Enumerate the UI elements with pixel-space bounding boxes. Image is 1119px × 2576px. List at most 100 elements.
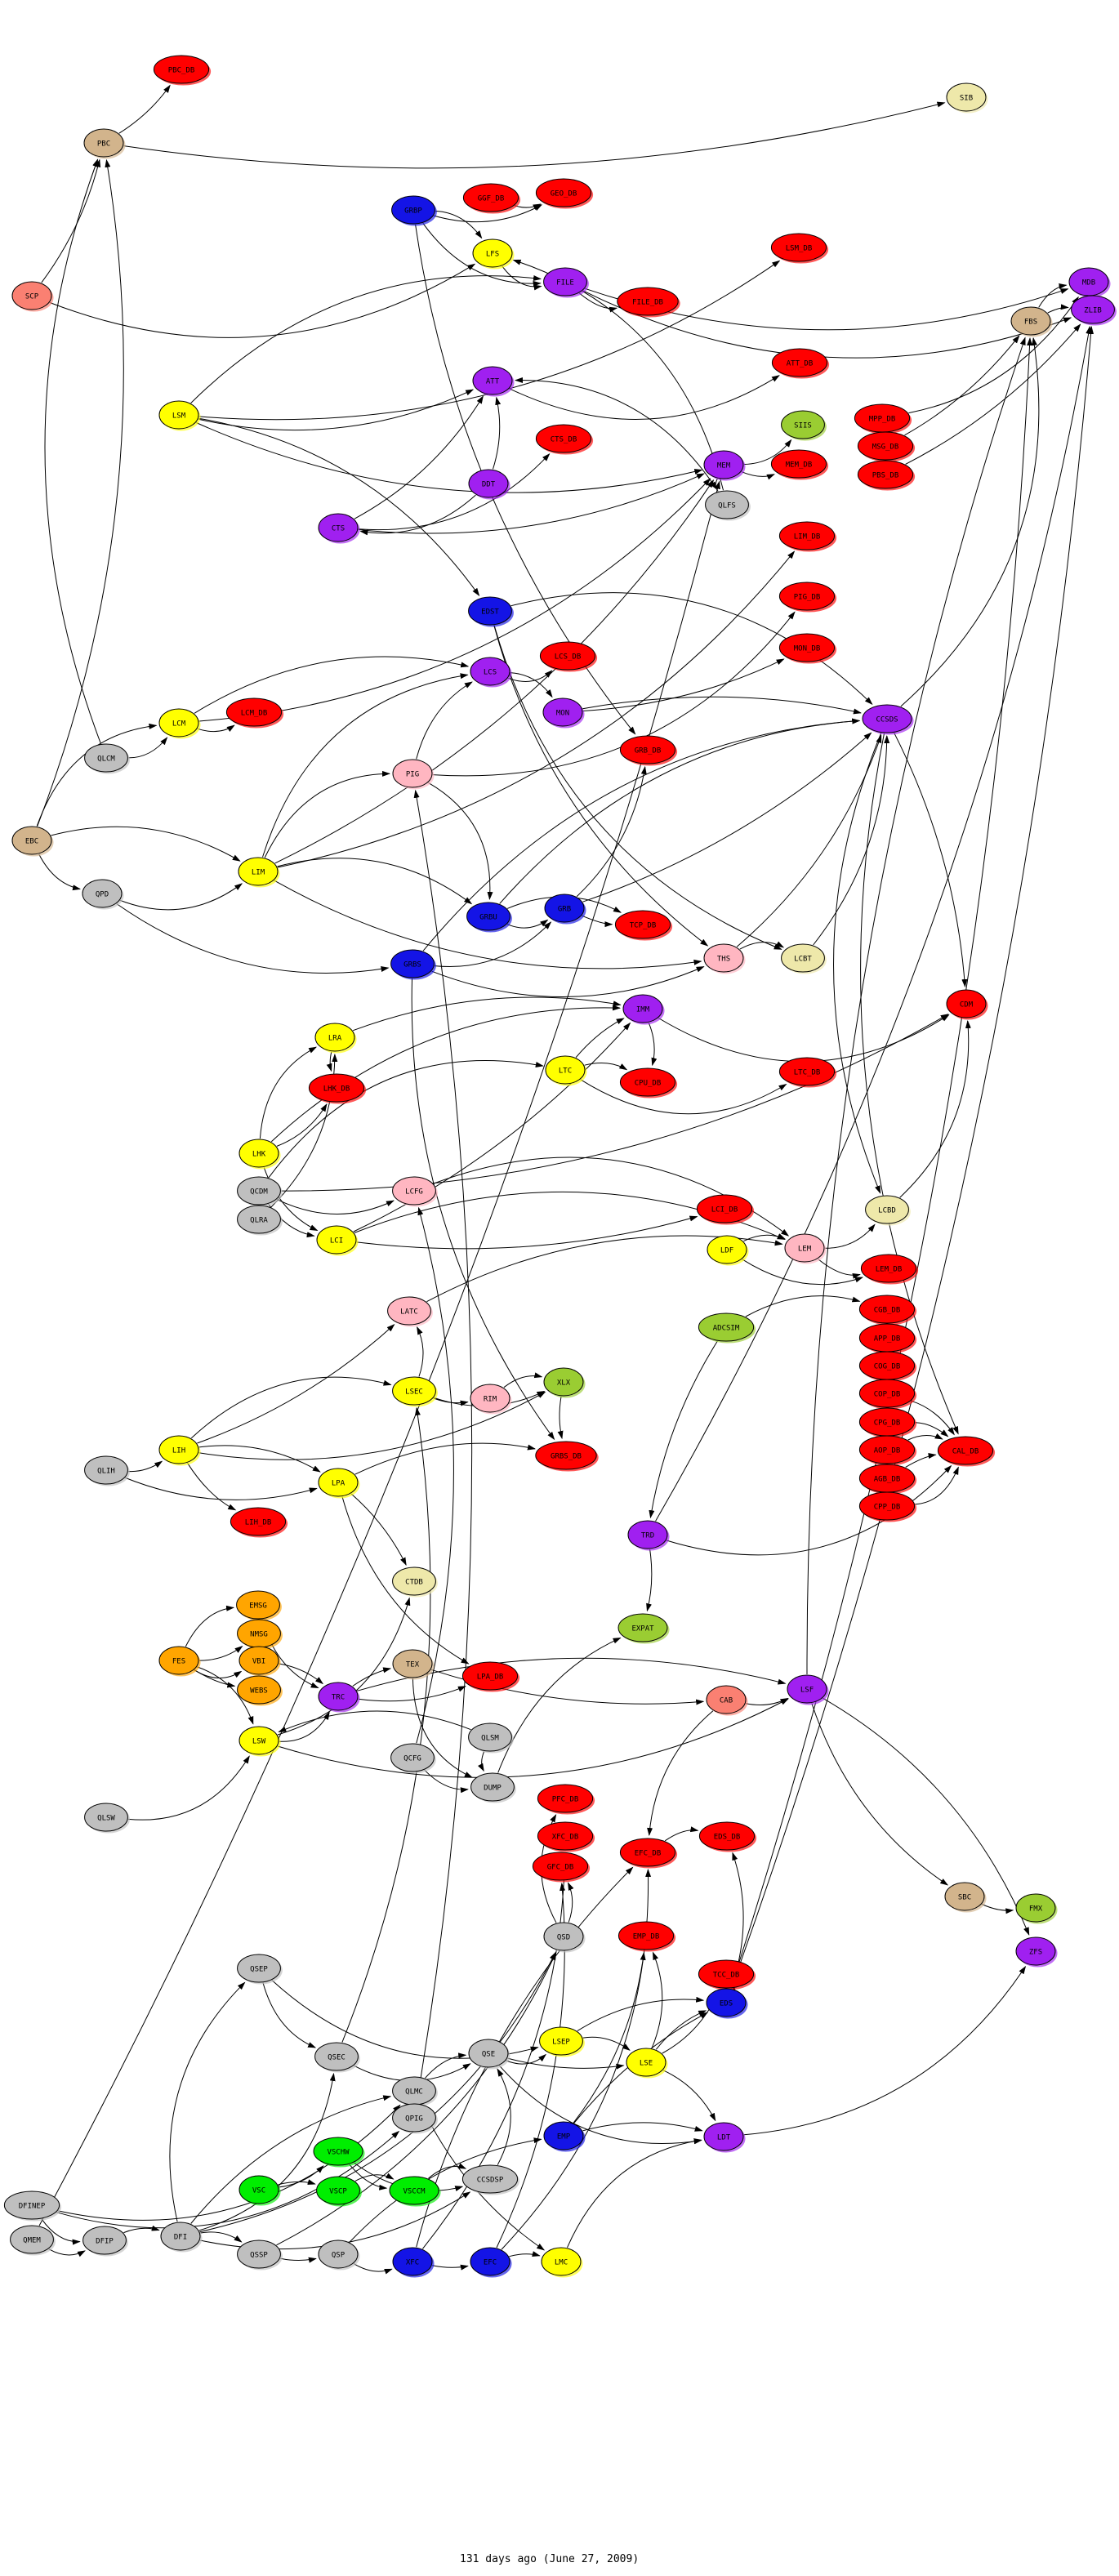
node-ellipse[interactable]: [316, 1225, 357, 1255]
node-ellipse[interactable]: [865, 1195, 909, 1224]
node-TEX[interactable]: TEX: [392, 1649, 435, 1680]
node-CAB[interactable]: CAB: [706, 1685, 748, 1716]
node-ZFS[interactable]: ZFS: [1015, 1936, 1058, 1968]
node-LATC[interactable]: LATC: [387, 1296, 433, 1327]
node-ellipse[interactable]: [858, 1379, 916, 1408]
node-LTC_DB[interactable]: LTC_DB: [778, 1057, 837, 1088]
node-LHK_DB[interactable]: LHK_DB: [308, 1073, 367, 1104]
node-ellipse[interactable]: [858, 1435, 916, 1464]
node-ellipse[interactable]: [617, 1613, 668, 1642]
node-IMM[interactable]: IMM: [622, 994, 665, 1025]
node-ellipse[interactable]: [706, 1685, 747, 1714]
node-PFC_DB[interactable]: PFC_DB: [537, 1784, 595, 1815]
node-LSM_DB[interactable]: LSM_DB: [770, 233, 829, 264]
node-LCFG[interactable]: LCFG: [392, 1176, 438, 1207]
node-ellipse[interactable]: [946, 989, 987, 1018]
node-ellipse[interactable]: [11, 281, 52, 310]
node-ellipse[interactable]: [11, 826, 52, 855]
node-ellipse[interactable]: [857, 460, 914, 489]
node-QCFG[interactable]: QCFG: [390, 1743, 436, 1774]
node-ellipse[interactable]: [543, 2121, 584, 2150]
node-ellipse[interactable]: [771, 348, 828, 377]
node-ellipse[interactable]: [392, 1649, 433, 1678]
node-QCDM[interactable]: QCDM: [237, 1176, 283, 1207]
node-VSC[interactable]: VSC: [239, 2175, 281, 2206]
node-XLX[interactable]: XLX: [543, 1367, 586, 1398]
node-ATT_DB[interactable]: ATT_DB: [771, 348, 830, 379]
node-GFC_DB[interactable]: GFC_DB: [532, 1852, 591, 1883]
node-PIG[interactable]: PIG: [392, 759, 435, 790]
node-ellipse[interactable]: [784, 1233, 825, 1263]
node-EFC[interactable]: EFC: [470, 2247, 512, 2278]
node-GRBU[interactable]: GRBU: [466, 902, 512, 933]
node-ellipse[interactable]: [390, 949, 435, 978]
node-FES[interactable]: FES: [158, 1646, 201, 1677]
node-EDS_DB[interactable]: EDS_DB: [698, 1821, 757, 1852]
node-ellipse[interactable]: [944, 1882, 985, 1911]
node-CDM[interactable]: CDM: [946, 989, 988, 1020]
node-LRA[interactable]: LRA: [314, 1023, 357, 1054]
node-ellipse[interactable]: [543, 267, 587, 296]
node-ellipse[interactable]: [237, 1954, 281, 1983]
node-ellipse[interactable]: [158, 708, 199, 738]
node-ellipse[interactable]: [537, 1821, 594, 1851]
node-QPD[interactable]: QPD: [82, 879, 124, 910]
node-MSG_DB[interactable]: MSG_DB: [857, 431, 916, 462]
node-LHK[interactable]: LHK: [239, 1139, 281, 1170]
node-ellipse[interactable]: [236, 1590, 280, 1620]
node-ellipse[interactable]: [308, 1073, 365, 1103]
node-ellipse[interactable]: [83, 128, 124, 158]
node-ellipse[interactable]: [318, 1468, 359, 1497]
node-LTC[interactable]: LTC: [545, 1055, 587, 1086]
node-XFC_DB[interactable]: XFC_DB: [537, 1821, 595, 1852]
node-LMC[interactable]: LMC: [541, 2247, 583, 2278]
node-ellipse[interactable]: [1068, 267, 1109, 296]
node-ellipse[interactable]: [696, 1194, 753, 1223]
node-ellipse[interactable]: [314, 2042, 359, 2071]
node-APP_DB[interactable]: APP_DB: [858, 1323, 917, 1354]
node-ellipse[interactable]: [858, 1351, 916, 1380]
node-QSE[interactable]: QSE: [468, 2039, 510, 2070]
node-ellipse[interactable]: [468, 1723, 512, 1752]
node-CGB_DB[interactable]: CGB_DB: [858, 1295, 917, 1326]
node-ellipse[interactable]: [535, 424, 592, 453]
node-EFC_DB[interactable]: EFC_DB: [619, 1838, 678, 1869]
node-ellipse[interactable]: [619, 1067, 676, 1097]
node-TRD[interactable]: TRD: [627, 1520, 670, 1551]
node-ellipse[interactable]: [707, 1235, 747, 1264]
node-ellipse[interactable]: [470, 2247, 510, 2276]
node-ellipse[interactable]: [390, 1743, 435, 1772]
node-ellipse[interactable]: [470, 657, 510, 686]
node-ellipse[interactable]: [778, 633, 836, 662]
node-DFIP[interactable]: DFIP: [82, 2226, 128, 2257]
node-ellipse[interactable]: [858, 1464, 916, 1493]
node-EDS[interactable]: EDS: [706, 1988, 748, 2019]
node-ellipse[interactable]: [543, 1922, 584, 1951]
node-ellipse[interactable]: [387, 1296, 431, 1326]
node-ellipse[interactable]: [778, 582, 836, 611]
node-LIH[interactable]: LIH: [158, 1435, 201, 1466]
node-ellipse[interactable]: [392, 1567, 436, 1596]
node-ellipse[interactable]: [462, 183, 519, 212]
node-ellipse[interactable]: [539, 641, 596, 671]
node-ellipse[interactable]: [82, 2226, 127, 2255]
node-LSW[interactable]: LSW: [239, 1726, 281, 1757]
node-LCI_DB[interactable]: LCI_DB: [696, 1194, 755, 1225]
node-ellipse[interactable]: [706, 1988, 747, 2017]
node-LIM[interactable]: LIM: [238, 857, 280, 888]
node-ellipse[interactable]: [703, 943, 744, 973]
node-ellipse[interactable]: [230, 1507, 287, 1536]
node-ellipse[interactable]: [237, 1176, 281, 1206]
node-ellipse[interactable]: [3, 2190, 60, 2220]
node-LSE[interactable]: LSE: [626, 2048, 668, 2079]
node-SBC[interactable]: SBC: [944, 1882, 987, 1913]
node-QLIH[interactable]: QLIH: [84, 1455, 130, 1486]
node-QLFS[interactable]: QLFS: [705, 490, 751, 521]
node-QLMC[interactable]: QLMC: [392, 2076, 438, 2107]
node-ellipse[interactable]: [225, 697, 283, 727]
node-PBC[interactable]: PBC: [83, 128, 126, 159]
node-VSCCM[interactable]: VSCCM: [389, 2176, 441, 2207]
node-ellipse[interactable]: [1010, 306, 1051, 336]
node-ellipse[interactable]: [617, 287, 679, 316]
node-LCBT[interactable]: LCBT: [781, 943, 827, 974]
